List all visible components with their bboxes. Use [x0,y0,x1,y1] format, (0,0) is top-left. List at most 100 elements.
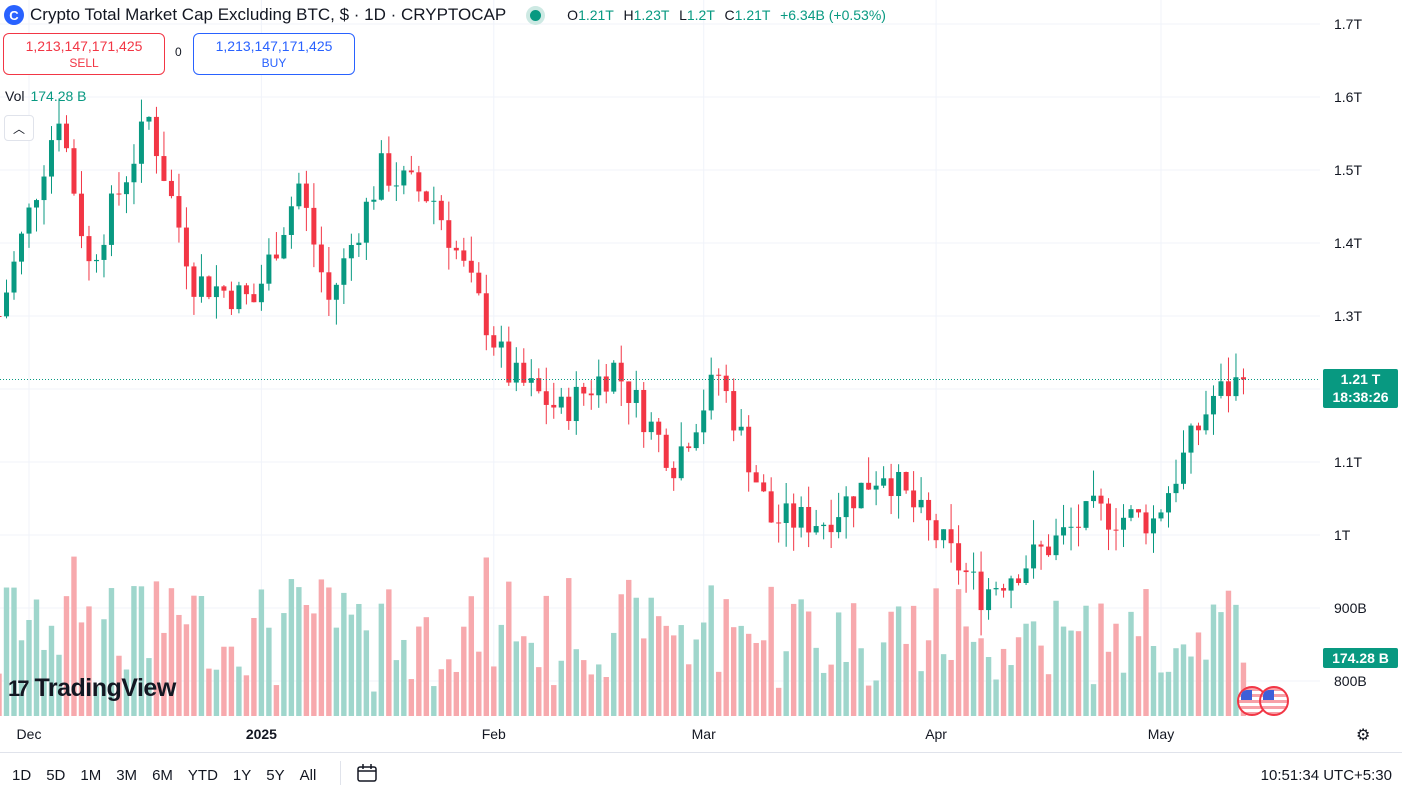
volume-bar [18,640,25,716]
candle-body [626,381,632,403]
candle-body [866,482,872,490]
volume-bar [86,606,92,716]
volume-bar [243,675,250,716]
spread-value: 0 [175,45,182,59]
volume-bar [146,658,152,716]
volume-bar [573,649,579,716]
candle-body [663,434,669,468]
clock[interactable]: 10:51:34 UTC+5:30 [1260,767,1392,784]
volume-bar [401,639,407,716]
candle-body [731,391,737,431]
volume-bar [993,679,999,716]
volume-bar [723,599,729,716]
candle-body [588,393,594,396]
volume-bar [408,679,415,716]
candle-body [1008,578,1014,591]
candle-body [1016,578,1022,584]
volume-bar [1233,604,1239,716]
candle-body [251,294,257,303]
candle-body [1098,495,1104,504]
volume-bar [1068,630,1074,716]
range-ytd[interactable]: YTD [187,767,218,784]
volume-bar [213,669,220,716]
candle-body [348,245,354,259]
volume-bar [865,685,872,716]
volume-bar [273,685,280,716]
range-1y[interactable]: 1Y [232,767,252,784]
candle-body [176,196,182,228]
candle-body [213,286,219,298]
candle-body [4,292,10,317]
volume-bar [266,627,272,716]
candle-body [993,588,999,590]
sell-button[interactable]: 1,213,147,171,425 SELL [3,33,165,75]
candle-body [918,499,924,508]
volume-bar [521,636,527,716]
volume-bar [288,579,295,716]
candle-body [881,478,887,486]
range-1m[interactable]: 1M [80,767,102,784]
candle-body [551,404,557,408]
candle-body [506,341,512,383]
candle-body [903,471,909,491]
open-value: 1.21T [578,7,614,23]
economic-events[interactable] [1237,686,1289,716]
volume-bar [1210,604,1217,716]
range-all[interactable]: All [299,767,317,784]
candle-body [431,200,437,202]
toolbar-divider [340,761,341,785]
volume-legend[interactable]: Vol 174.28 B [5,88,87,104]
sell-label: SELL [69,56,99,70]
candle-body [948,529,954,544]
candle-body [1188,425,1194,453]
volume-bar [393,660,400,716]
volume-bar [1135,636,1142,716]
volume-bar [925,640,932,716]
candle-body [521,362,527,383]
sell-price: 1,213,147,171,425 [25,38,143,54]
tradingview-watermark: 17 TradingView [8,674,176,703]
candle-body [1001,588,1007,591]
candle-body [693,432,699,449]
calendar-icon[interactable] [356,763,378,783]
range-5y[interactable]: 5Y [266,767,285,784]
volume-bars [0,556,1247,716]
bottom-toolbar: 1D 5D 1M 3M 6M YTD 1Y 5Y All 10:51:34 UTC+5:30 [0,752,1402,793]
candle-body [221,286,227,291]
candle-body [858,482,864,509]
chart-header: C Crypto Total Market Cap Excluding BTC,… [4,4,886,26]
range-3m[interactable]: 3M [116,767,138,784]
buy-label: BUY [261,56,287,70]
volume-bar [1030,621,1037,716]
flag-icon[interactable] [1259,686,1289,716]
symbol-title[interactable]: Crypto Total Market Cap Excluding BTC, $… [30,5,507,24]
buy-button[interactable]: 1,213,147,171,425 BUY [193,33,355,75]
volume-bar [48,625,55,716]
candle-body [1083,501,1089,528]
candle-body [1091,495,1097,502]
x-axis[interactable]: Dec 2025 Feb Mar Apr May [17,726,1175,742]
range-6m[interactable]: 6M [152,767,173,784]
gear-icon[interactable]: ⚙ [1356,727,1371,744]
volume-bar [805,611,812,716]
range-1d[interactable]: 1D [12,767,32,784]
candle-body [1031,544,1037,569]
volume-bar [955,589,962,716]
range-5d[interactable]: 5D [46,767,66,784]
candle-body [296,183,302,207]
volume-bar [333,627,340,716]
volume-bar [566,578,572,716]
volume-bar [453,671,460,716]
candle-body [1113,529,1119,531]
candle-body [191,266,197,297]
candle-body [318,244,324,273]
candle-body [723,375,729,392]
volume-bar [93,686,100,716]
candle-body [791,503,797,528]
collapse-chevron-icon[interactable]: ︿ [4,115,34,141]
volume-bar [348,614,355,716]
volume-bar [903,643,909,716]
candle-body [371,199,377,202]
